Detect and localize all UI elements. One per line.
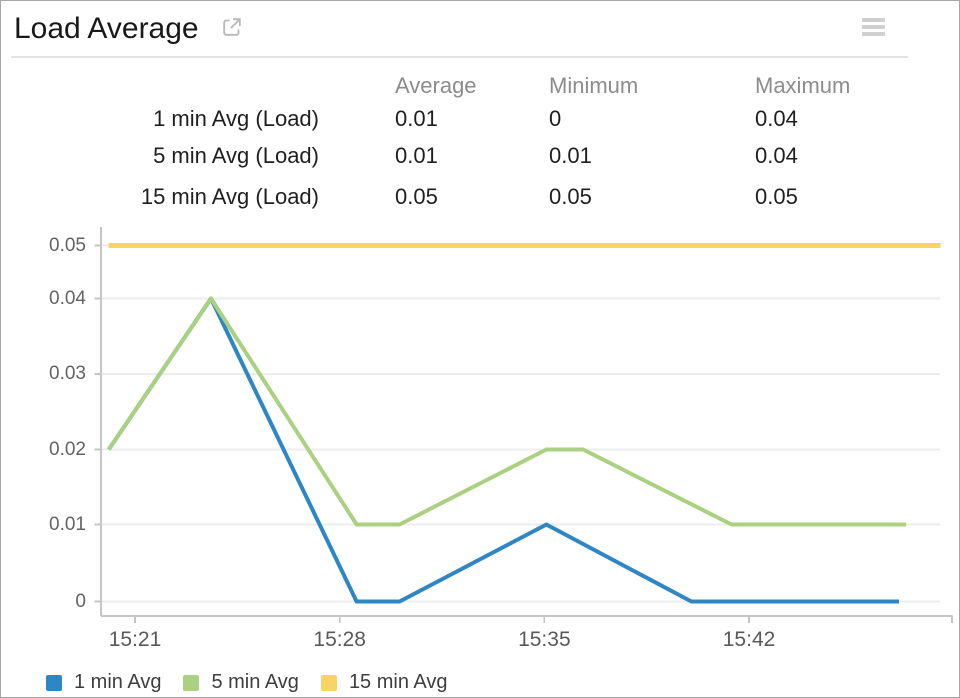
table-cell: 0.04 <box>755 143 798 168</box>
column-header-average: Average <box>395 73 477 98</box>
legend-label: 1 min Avg <box>74 671 162 693</box>
legend-item-5-min-avg[interactable]: 5 min Avg <box>183 671 299 694</box>
legend-swatch <box>320 674 337 691</box>
table-cell: 0.05 <box>755 184 798 209</box>
legend-label: 5 min Avg <box>211 671 299 693</box>
table-cell: 0.01 <box>549 143 592 168</box>
hamburger-menu-icon[interactable] <box>862 18 885 36</box>
y-axis-label: 0.05 <box>49 234 86 256</box>
legend-swatch <box>183 674 200 691</box>
menu-bar <box>862 25 885 29</box>
table-cell: 0.05 <box>395 184 438 209</box>
x-axis-label: 15:42 <box>722 628 776 651</box>
y-axis-label: 0 <box>75 590 86 612</box>
table-cell: 0.01 <box>395 106 438 131</box>
widget-title: Load Average <box>14 12 199 45</box>
table-row-label: 15 min Avg (Load) <box>140 184 319 209</box>
header-divider <box>11 56 908 58</box>
y-axis-label: 0.01 <box>49 513 86 535</box>
table-cell: 0.05 <box>549 184 592 209</box>
series-line-5-min-avg <box>107 296 907 527</box>
external-link-icon[interactable] <box>221 16 243 38</box>
series-line-1-min-avg <box>107 296 899 604</box>
chart-legend: 1 min Avg 5 min Avg 15 min Avg <box>46 671 448 694</box>
menu-bar <box>862 18 885 22</box>
table-row-label: 5 min Avg (Load) <box>153 143 319 168</box>
column-header-minimum: Minimum <box>549 73 639 98</box>
table-row-label: 1 min Avg (Load) <box>153 106 319 131</box>
table-cell: 0 <box>549 106 562 131</box>
table-cell: 0.04 <box>755 106 798 131</box>
column-header-maximum: Maximum <box>755 73 851 98</box>
y-axis-label: 0.03 <box>49 363 86 384</box>
y-axis-label: 0.02 <box>49 438 86 460</box>
x-axis-label: 15:35 <box>518 628 571 651</box>
table-cell: 0.01 <box>395 143 438 168</box>
y-axis-label: 0.04 <box>49 287 86 309</box>
menu-bar <box>862 32 885 36</box>
legend-swatch <box>46 674 62 691</box>
legend-item-15-min-avg[interactable]: 15 min Avg <box>320 671 448 694</box>
x-axis-label: 15:21 <box>108 628 162 651</box>
legend-label: 15 min Avg <box>348 671 448 693</box>
x-axis-label: 15:28 <box>313 628 366 651</box>
legend-item-1-min-avg[interactable]: 1 min Avg <box>46 671 161 694</box>
